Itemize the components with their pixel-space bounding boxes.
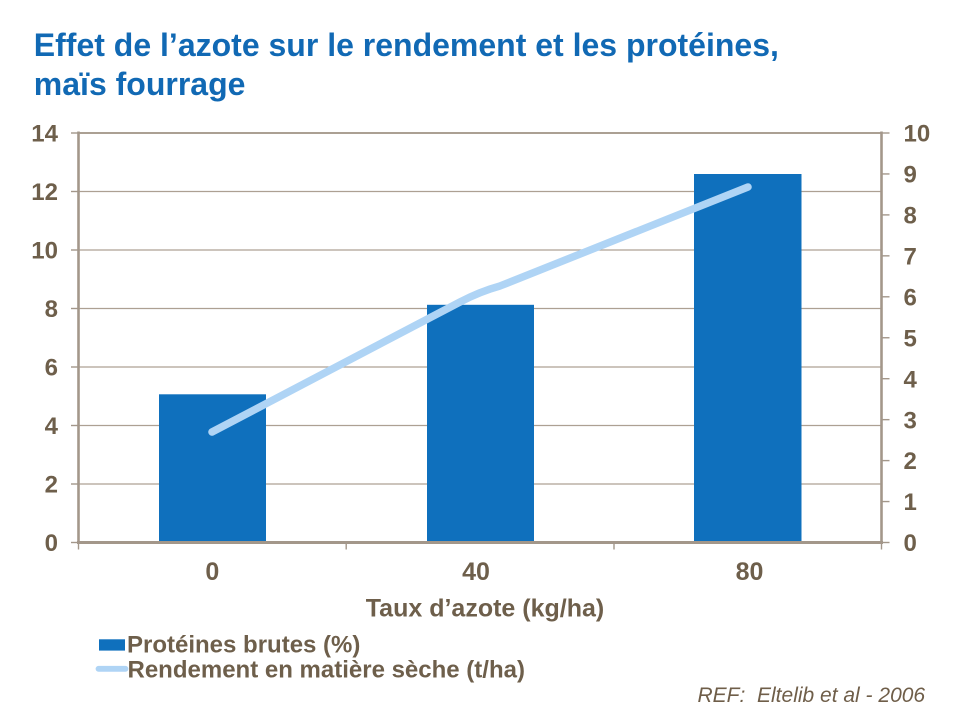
svg-text:4: 4 bbox=[904, 366, 918, 393]
svg-text:Taux d’azote (kg/ha): Taux d’azote (kg/ha) bbox=[366, 595, 604, 623]
svg-text:40: 40 bbox=[462, 558, 490, 586]
svg-text:Rendement en matière sèche (t/: Rendement en matière sèche (t/ha) bbox=[128, 657, 525, 684]
svg-text:80: 80 bbox=[736, 558, 764, 586]
svg-text:10: 10 bbox=[31, 238, 58, 265]
svg-text:2: 2 bbox=[904, 448, 917, 475]
svg-text:6: 6 bbox=[45, 355, 58, 382]
svg-text:2: 2 bbox=[45, 472, 58, 499]
svg-text:0: 0 bbox=[205, 558, 219, 586]
svg-text:7: 7 bbox=[904, 243, 917, 270]
svg-text:9: 9 bbox=[904, 162, 917, 189]
svg-text:1: 1 bbox=[904, 489, 917, 516]
svg-text:4: 4 bbox=[45, 413, 59, 440]
svg-text:6: 6 bbox=[904, 284, 917, 311]
svg-text:8: 8 bbox=[904, 203, 917, 230]
svg-text:12: 12 bbox=[31, 179, 58, 206]
svg-text:8: 8 bbox=[45, 296, 58, 323]
svg-text:0: 0 bbox=[45, 530, 58, 557]
svg-text:Protéines brutes (%): Protéines brutes (%) bbox=[127, 632, 360, 659]
svg-text:10: 10 bbox=[904, 121, 931, 148]
svg-text:14: 14 bbox=[31, 121, 58, 148]
svg-text:0: 0 bbox=[904, 530, 917, 557]
svg-text:5: 5 bbox=[904, 325, 917, 352]
svg-text:3: 3 bbox=[904, 407, 917, 434]
